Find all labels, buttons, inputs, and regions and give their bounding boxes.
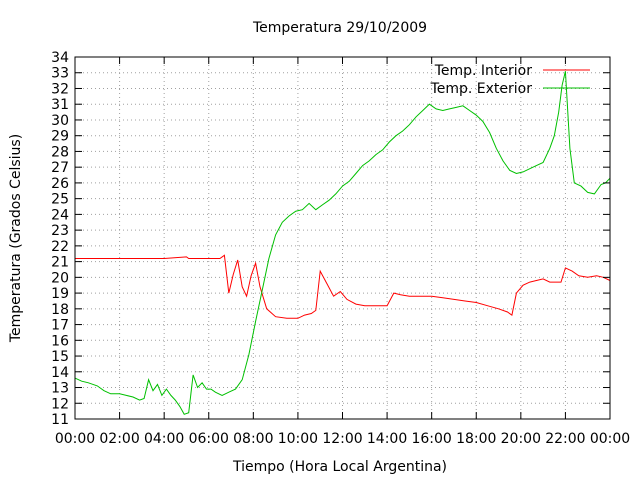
x-tick-label: 02:00 [99, 431, 139, 447]
y-tick-label: 27 [51, 160, 69, 176]
x-axis-label: Tiempo (Hora Local Argentina) [232, 459, 447, 475]
legend: Temp. Interior Temp. Exterior [430, 63, 590, 97]
y-tick-label: 20 [51, 270, 69, 286]
series-line-exterior [74, 71, 611, 415]
y-tick-label: 30 [51, 113, 69, 129]
axis-ticks [74, 56, 611, 420]
grid [75, 57, 610, 419]
y-tick-label: 19 [51, 286, 69, 302]
y-tick-label: 11 [51, 412, 69, 428]
series-lines [74, 71, 611, 415]
chart-title: Temperatura 29/10/2009 [252, 20, 427, 36]
y-tick-label: 18 [51, 302, 69, 318]
x-tick-label: 12:00 [322, 431, 362, 447]
y-tick-label: 21 [51, 255, 69, 271]
y-tick-label: 12 [51, 396, 69, 412]
y-tick-label: 15 [51, 349, 69, 365]
y-tick-label: 23 [51, 223, 69, 239]
y-tick-label: 17 [51, 318, 69, 334]
y-tick-label: 34 [51, 50, 69, 66]
x-tick-label: 00:00 [55, 431, 95, 447]
x-tick-label: 22:00 [545, 431, 585, 447]
x-tick-label: 08:00 [233, 431, 273, 447]
x-tick-label: 04:00 [144, 431, 184, 447]
x-tick-label: 14:00 [367, 431, 407, 447]
y-tick-label: 26 [51, 176, 69, 192]
y-tick-label: 29 [51, 129, 69, 145]
y-tick-label: 14 [51, 365, 69, 381]
x-tick-label: 00:00 [590, 431, 630, 447]
y-tick-label: 16 [51, 333, 69, 349]
y-tick-label: 22 [51, 239, 69, 255]
y-tick-label: 24 [51, 207, 69, 223]
y-axis-label: Temperatura (Grados Celsius) [8, 134, 24, 343]
legend-label-interior: Temp. Interior [434, 63, 533, 79]
series-line-interior [75, 254, 611, 319]
y-tick-label: 31 [51, 97, 69, 113]
y-tick-label: 32 [51, 81, 69, 97]
x-tick-label: 18:00 [456, 431, 496, 447]
x-tick-label: 06:00 [189, 431, 229, 447]
y-tick-label: 25 [51, 192, 69, 208]
legend-label-exterior: Temp. Exterior [430, 81, 533, 97]
y-tick-label: 33 [51, 66, 69, 82]
x-tick-label: 16:00 [411, 431, 451, 447]
y-tick-label: 28 [51, 144, 69, 160]
y-tick-label: 13 [51, 381, 69, 397]
x-tick-label: 20:00 [501, 431, 541, 447]
x-tick-label: 10:00 [278, 431, 318, 447]
